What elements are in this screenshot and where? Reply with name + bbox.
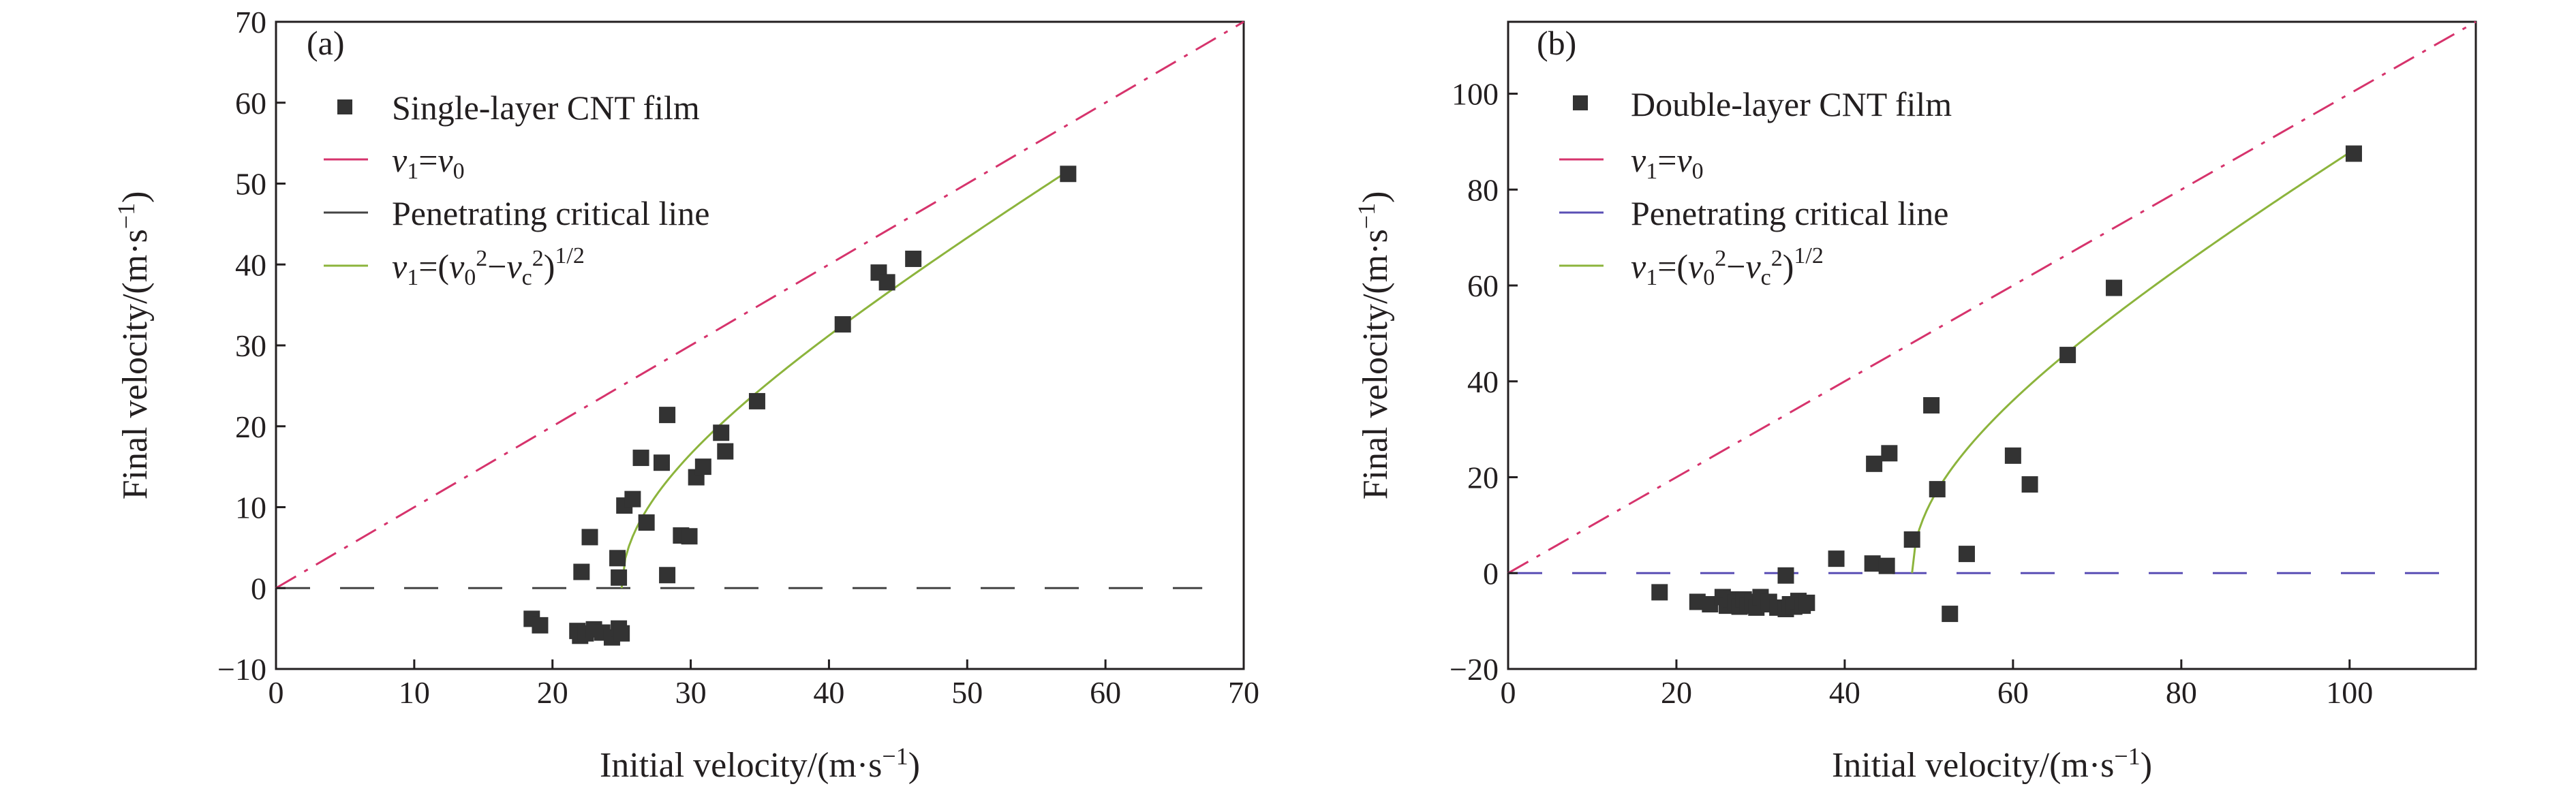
legend-label-points: Double-layer CNT film (1631, 85, 1952, 123)
y-tick-label: 50 (235, 167, 266, 202)
data-point (638, 514, 655, 531)
y-tick-label: 30 (235, 328, 266, 363)
y-tick-label: 60 (235, 86, 266, 121)
legend-label-critical: Penetrating critical line (1631, 194, 1948, 232)
x-tick-label: 50 (951, 675, 983, 710)
fit-curve (620, 172, 1065, 589)
x-tick-label: 70 (1228, 675, 1259, 710)
legend-label-fit: v1=(v02−vc2)1/2 (392, 243, 585, 290)
chart-marks (1507, 20, 2477, 623)
data-point (2004, 447, 2021, 464)
data-point (659, 407, 676, 424)
data-point (681, 528, 698, 545)
data-point (532, 617, 549, 634)
x-tick-label: 40 (1829, 675, 1860, 710)
y-tick-label: 100 (1452, 77, 1499, 112)
data-point (1903, 531, 1920, 548)
x-tick-label: 100 (2326, 675, 2373, 710)
x-tick-label: 0 (1501, 675, 1516, 710)
data-point (1651, 584, 1668, 601)
legend: Single-layer CNT film v1=v0 Penetrating … (324, 89, 709, 290)
legend-label-identity: v1=v0 (392, 141, 465, 184)
x-tick-label: 60 (1997, 675, 2029, 710)
legend-label-points: Single-layer CNT film (392, 89, 700, 127)
identity-line (1507, 20, 2477, 574)
panel-label: (b) (1537, 24, 1576, 62)
y-axis-title: Final velocity/(m·s−1) (1353, 191, 1395, 500)
panel-label: (a) (307, 24, 345, 62)
data-point (834, 316, 851, 333)
chart-marks (275, 20, 1244, 646)
x-tick-label: 60 (1090, 675, 1121, 710)
data-point (613, 625, 630, 642)
data-point (1942, 606, 1959, 623)
x-tick-label: 30 (675, 675, 707, 710)
data-point (1866, 455, 1883, 472)
x-axis-title: Initial velocity/(m·s−1) (600, 743, 920, 785)
data-point (2059, 347, 2076, 364)
data-point (611, 569, 628, 586)
data-point (1878, 557, 1895, 574)
x-tick-label: 10 (399, 675, 430, 710)
y-tick-label: 10 (235, 490, 266, 525)
x-tick-label: 20 (537, 675, 568, 710)
data-point (2021, 476, 2038, 493)
fit-curve (1911, 151, 2350, 574)
x-tick-label: 20 (1661, 675, 1692, 710)
legend-marker-points (1573, 95, 1588, 110)
data-point (1828, 550, 1845, 567)
data-point (659, 567, 676, 584)
data-point (609, 550, 626, 567)
y-tick-label: 20 (235, 409, 266, 444)
x-tick-label: 80 (2166, 675, 2197, 710)
y-tick-label: −10 (217, 652, 266, 687)
data-point (748, 392, 765, 409)
data-point (717, 443, 734, 460)
x-tick-label: 40 (813, 675, 844, 710)
legend-label-fit: v1=(v02−vc2)1/2 (1631, 243, 1824, 290)
data-point (1923, 396, 1940, 414)
data-point (573, 563, 590, 580)
y-tick-label: 60 (1467, 268, 1499, 303)
data-point (1777, 567, 1794, 584)
data-point (624, 490, 641, 508)
y-tick-label: 40 (235, 247, 266, 282)
data-point (1929, 481, 1946, 498)
data-point (1060, 166, 1077, 183)
y-tick-label: 0 (251, 571, 266, 606)
data-point (713, 424, 730, 441)
data-point (581, 529, 598, 546)
data-point (1864, 555, 1881, 572)
y-tick-label: 40 (1467, 364, 1499, 399)
data-point (1958, 546, 1975, 563)
data-point (1798, 594, 1815, 611)
data-point (653, 454, 670, 471)
y-tick-label: 70 (235, 5, 266, 40)
legend-label-identity: v1=v0 (1631, 141, 1704, 184)
data-point (2345, 145, 2362, 162)
x-tick-label: 0 (269, 675, 284, 710)
legend-label-critical: Penetrating critical line (392, 194, 709, 232)
identity-line (275, 20, 1244, 589)
x-axis-title: Initial velocity/(m·s−1) (1832, 743, 2152, 785)
y-tick-label: 0 (1483, 556, 1499, 591)
y-tick-label: 20 (1467, 461, 1499, 495)
y-tick-label: 80 (1467, 172, 1499, 207)
legend: Double-layer CNT film v1=v0 Penetrating … (1559, 85, 1952, 290)
data-point (878, 274, 895, 291)
data-point (694, 458, 711, 476)
data-point (632, 450, 649, 467)
y-tick-label: −20 (1450, 652, 1499, 687)
data-point (2106, 279, 2123, 296)
data-point (1881, 445, 1898, 462)
y-axis-title: Final velocity/(m·s−1) (112, 191, 155, 500)
legend-marker-points (337, 99, 352, 114)
plot-frame (1507, 20, 2477, 670)
data-point (905, 250, 922, 267)
